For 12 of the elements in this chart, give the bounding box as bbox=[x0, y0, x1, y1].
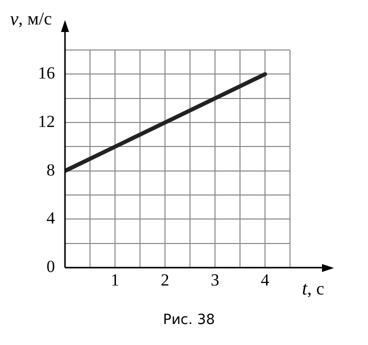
x-tick-label: 4 bbox=[260, 270, 270, 290]
x-axis-title: t, с bbox=[302, 278, 324, 300]
x-tick-label: 1 bbox=[110, 270, 120, 290]
x-tick-label: 3 bbox=[210, 270, 220, 290]
y-tick-label: 16 bbox=[38, 64, 55, 83]
x-tick-label: 2 bbox=[160, 270, 170, 290]
text: Рис. 38 bbox=[162, 312, 216, 328]
y-tick-label: 12 bbox=[38, 112, 55, 131]
y-tick-label: 4 bbox=[46, 208, 56, 228]
y-axis-title: v, м/с bbox=[10, 8, 52, 30]
y-tick-label: 0 bbox=[46, 257, 55, 276]
y-tick-label: 8 bbox=[46, 160, 55, 180]
